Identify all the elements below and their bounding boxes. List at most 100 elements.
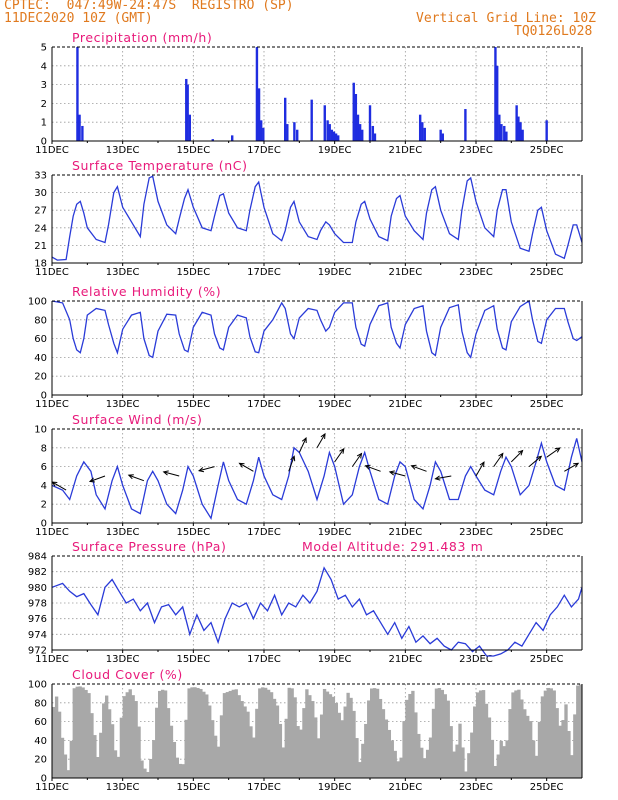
cloud-column xyxy=(240,701,244,778)
cloud-column xyxy=(243,706,247,778)
wind-arrow-head xyxy=(356,452,363,459)
precip-x-tick-label: 15DEC xyxy=(176,145,210,156)
pres-y-tick-label: 980 xyxy=(28,583,47,594)
wind-x-tick-label: 17DEC xyxy=(247,527,281,538)
pres-y-tick-label: 984 xyxy=(28,552,47,563)
rh-title: Relative Humidity (%) xyxy=(72,284,221,299)
precip-panel: 0 1 2 3 4 5 11DEC 13DEC 15DEC 17DEC 19DEC 21DEC 23DE… xyxy=(35,30,583,156)
cloud-column xyxy=(484,703,489,778)
wind-x-tick-label: 25DEC xyxy=(530,527,564,538)
wind-arrow xyxy=(198,466,215,472)
wind-x-tick-label: 15DEC xyxy=(176,527,210,538)
cloud-x-tick-label: 13DEC xyxy=(106,782,140,793)
cloud-column xyxy=(322,688,327,778)
precip-bar xyxy=(464,109,467,141)
cloud-column xyxy=(361,743,365,778)
cloud-column xyxy=(517,689,521,778)
cloud-column xyxy=(205,694,209,778)
precip-x-tick-label: 25DEC xyxy=(530,145,564,156)
wind-x-tick-label: 11DEC xyxy=(35,527,69,538)
precip-bar xyxy=(293,122,296,141)
grid-note: Vertical Grid Line: 10Z xyxy=(416,11,597,26)
cloud-column xyxy=(505,740,509,778)
temp-x-tick-label: 15DEC xyxy=(176,267,210,278)
cloud-column xyxy=(434,688,439,778)
precip-x-tick-label: 23DEC xyxy=(459,145,493,156)
temp-y-tick-label: 18 xyxy=(34,259,47,270)
cloud-column xyxy=(252,737,256,778)
wind-x-tick-label: 23DEC xyxy=(459,527,493,538)
cloud-column xyxy=(446,700,450,778)
cloud-column xyxy=(487,717,492,778)
rh-y-tick-label: 60 xyxy=(34,334,47,345)
wind-arrow xyxy=(389,471,406,477)
precip-bar xyxy=(76,47,79,141)
pres-x-tick-label: 21DEC xyxy=(388,654,422,665)
precip-x-tick-label: 21DEC xyxy=(388,145,422,156)
cloud-column xyxy=(461,747,465,778)
cloud-column xyxy=(102,703,106,778)
wind-arrow xyxy=(316,433,326,449)
rh-y-tick-label: 0 xyxy=(41,391,47,402)
cloud-column xyxy=(367,700,371,778)
cloud-column xyxy=(140,760,144,778)
precip-bar xyxy=(356,114,360,141)
wind-arrow-head xyxy=(290,455,296,462)
cloud-column xyxy=(125,692,129,778)
cloud-column xyxy=(184,719,188,778)
wind-x-tick-label: 19DEC xyxy=(318,527,352,538)
wind-arrow-head xyxy=(301,436,307,444)
cloud-column xyxy=(107,709,112,778)
precip-x-tick-label: 19DEC xyxy=(318,145,352,156)
run-datetime: 11DEC2020 10Z (GMT) xyxy=(4,11,153,26)
wind-arrow xyxy=(365,465,381,472)
precip-bar xyxy=(259,120,263,141)
cloud-column xyxy=(281,747,286,778)
cloud-y-tick-label: 40 xyxy=(34,736,47,747)
precip-bar xyxy=(81,125,84,141)
cloud-column xyxy=(481,690,486,778)
precip-bar xyxy=(498,114,501,141)
cloud-column xyxy=(508,709,512,778)
cloud-column xyxy=(334,702,339,778)
cloud-x-tick-label: 15DEC xyxy=(176,782,210,793)
cloud-column xyxy=(549,688,553,778)
wind-y-tick-label: 0 xyxy=(41,519,47,530)
cloud-column xyxy=(234,689,238,778)
precip-bar xyxy=(328,124,331,141)
wind-arrow xyxy=(52,481,67,491)
station-header: CPTEC: 047:49W-24:47S REGISTRO (SP) xyxy=(4,0,294,13)
wind-arrow xyxy=(528,455,542,467)
cloud-column xyxy=(328,694,333,778)
cloud-column xyxy=(155,707,159,778)
precip-bar xyxy=(439,129,442,141)
cloud-column xyxy=(284,718,288,778)
wind-arrow xyxy=(163,471,180,477)
precip-bar xyxy=(368,105,372,141)
rh-y-tick-label: 20 xyxy=(34,372,47,383)
cloud-column xyxy=(187,688,191,778)
precip-bar xyxy=(286,124,289,141)
precip-bar xyxy=(373,133,377,141)
cloud-column xyxy=(443,694,447,778)
cloud-column xyxy=(440,689,445,778)
cloud-column xyxy=(78,686,82,778)
pres-annotation: Model Altitude: 291.483 m xyxy=(302,539,483,554)
cloud-column xyxy=(228,690,233,778)
wind-arrow-head xyxy=(554,447,561,453)
cloud-column xyxy=(473,706,477,778)
cloud-column xyxy=(417,733,421,778)
cloud-column xyxy=(69,740,74,778)
pres-panel: 972 974 976 978 980 982 984 11DEC 13DEC 15DEC 17DE… xyxy=(28,539,583,665)
cloud-column xyxy=(172,741,177,778)
cloud-column xyxy=(181,764,185,778)
wind-y-tick-label: 2 xyxy=(41,500,47,511)
cloud-column xyxy=(490,739,495,778)
pres-y-tick-label: 972 xyxy=(28,646,47,657)
pres-x-tick-label: 11DEC xyxy=(35,654,69,665)
cloud-column xyxy=(308,695,312,778)
pres-x-tick-label: 19DEC xyxy=(318,654,352,665)
cloud-column xyxy=(337,712,341,778)
precip-bar xyxy=(78,114,81,141)
cloud-y-tick-label: 20 xyxy=(34,755,47,766)
